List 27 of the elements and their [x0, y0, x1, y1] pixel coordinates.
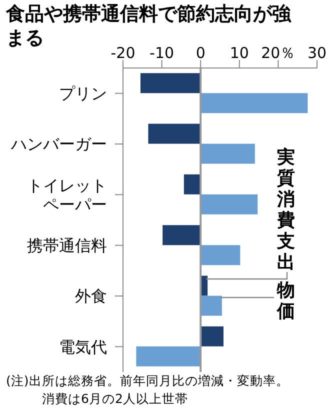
text: 消費は6月の2人以上世帯 [41, 390, 189, 408]
bar [200, 144, 255, 164]
bar [200, 326, 224, 346]
y-tick-label: トイレットペーパー [27, 176, 107, 214]
text: 実質消費支出 [276, 147, 296, 273]
x-tick-label: 0 [196, 44, 206, 62]
text: (注)出所は総務省。前年同月比の増減・変動率。 [6, 372, 289, 390]
y-tick-label: プリン [59, 84, 107, 103]
y-tick-label: 携帯通信料 [27, 236, 107, 255]
x-tick-label: -20 [110, 44, 136, 62]
x-tick-label: 20％ [261, 44, 296, 62]
y-tick-label: 外食 [75, 286, 107, 306]
x-tick-label: -10 [150, 44, 174, 62]
bar [200, 93, 308, 114]
x-tick-label: 30 [307, 44, 327, 62]
x-tick-label: 10 [230, 44, 249, 62]
bar [184, 174, 201, 194]
bar [162, 225, 201, 246]
bar [200, 194, 258, 214]
bar [140, 73, 201, 94]
bar [200, 245, 240, 266]
y-tick-label: ハンバーガー [10, 134, 107, 154]
text: 物価 [276, 280, 296, 322]
bar [200, 296, 222, 316]
bar [148, 124, 201, 144]
bar [136, 346, 201, 366]
y-tick-label: 電気代 [59, 337, 107, 356]
